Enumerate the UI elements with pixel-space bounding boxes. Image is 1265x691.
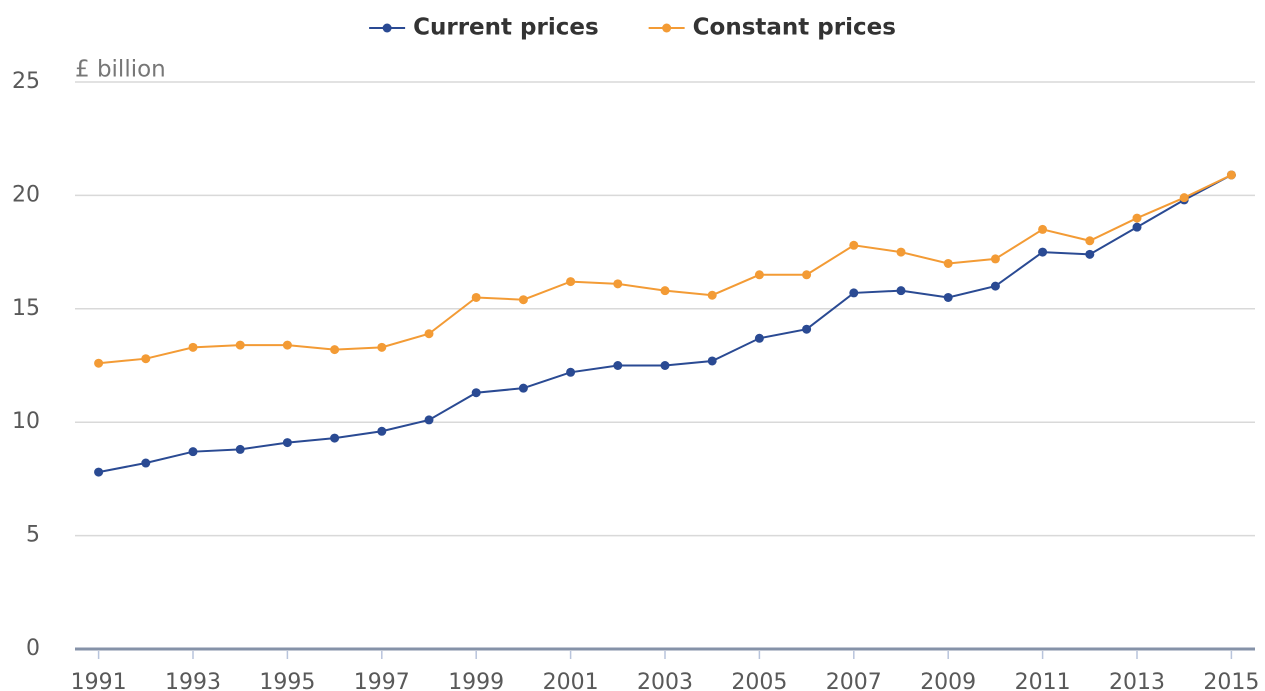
data-point xyxy=(94,358,104,368)
y-tick-label: 10 xyxy=(12,409,40,434)
data-point xyxy=(990,254,1000,264)
legend-label: Current prices xyxy=(413,15,599,41)
data-point xyxy=(849,240,859,250)
legend: Current prices Constant prices xyxy=(369,15,896,41)
y-tick-label: 20 xyxy=(12,182,40,207)
y-axis-label: £ billion xyxy=(75,57,166,83)
data-point xyxy=(849,288,859,298)
data-point xyxy=(330,345,340,355)
data-point xyxy=(377,426,387,436)
x-tick-label: 1991 xyxy=(71,670,127,691)
data-point xyxy=(943,292,953,302)
y-tick-label: 0 xyxy=(26,636,40,661)
data-point xyxy=(471,388,481,398)
y-tick-label: 15 xyxy=(12,296,40,321)
data-point xyxy=(235,340,245,350)
data-point xyxy=(1085,249,1095,259)
x-tick-label: 2007 xyxy=(826,670,882,691)
series-line xyxy=(98,174,1232,474)
y-tick-label: 25 xyxy=(12,69,40,94)
data-point xyxy=(282,340,292,350)
data-point xyxy=(754,333,764,343)
data-point xyxy=(188,447,198,457)
x-tick-label: 2009 xyxy=(920,670,976,691)
data-point xyxy=(377,342,387,352)
data-point xyxy=(566,367,576,377)
data-point xyxy=(707,356,717,366)
data-point xyxy=(424,415,434,425)
data-point xyxy=(424,329,434,339)
data-point xyxy=(896,247,906,257)
data-point xyxy=(1038,247,1048,257)
data-point xyxy=(1085,236,1095,246)
data-point xyxy=(471,292,481,302)
legend-label: Constant prices xyxy=(693,15,896,41)
x-tick-label: 2001 xyxy=(543,670,599,691)
data-point xyxy=(1038,224,1048,234)
x-tick-label: 1995 xyxy=(259,670,315,691)
x-tick-label: 1997 xyxy=(354,670,410,691)
data-point xyxy=(943,258,953,268)
x-tick-label: 2015 xyxy=(1203,670,1259,691)
data-point xyxy=(990,281,1000,291)
data-point xyxy=(660,286,670,296)
data-point xyxy=(94,467,104,477)
x-tick-label: 2013 xyxy=(1109,670,1165,691)
data-point xyxy=(330,433,340,443)
x-tick-label: 1999 xyxy=(448,670,504,691)
x-tick-label: 2011 xyxy=(1015,670,1071,691)
y-tick-label: 5 xyxy=(26,523,40,548)
data-point xyxy=(754,270,764,280)
data-point xyxy=(613,279,623,289)
data-point xyxy=(518,383,528,393)
data-point xyxy=(1179,193,1189,203)
data-point xyxy=(235,444,245,454)
legend-marker xyxy=(382,23,392,33)
x-tick-label: 1993 xyxy=(165,670,221,691)
data-point xyxy=(1132,213,1142,223)
data-point xyxy=(613,361,623,370)
data-point xyxy=(282,438,292,448)
data-point xyxy=(1226,170,1236,180)
x-tick-label: 2003 xyxy=(637,670,693,691)
data-point xyxy=(802,270,812,280)
data-point xyxy=(802,324,812,334)
data-point xyxy=(141,354,151,364)
x-tick-label: 2005 xyxy=(731,670,787,691)
legend-marker xyxy=(662,23,672,33)
data-point xyxy=(566,277,576,287)
data-point xyxy=(188,342,198,352)
data-point xyxy=(518,295,528,305)
data-point xyxy=(896,286,906,296)
data-point xyxy=(141,458,151,468)
data-point xyxy=(1132,222,1142,232)
data-point xyxy=(707,290,717,300)
series-line xyxy=(98,174,1232,365)
data-point xyxy=(660,361,670,370)
